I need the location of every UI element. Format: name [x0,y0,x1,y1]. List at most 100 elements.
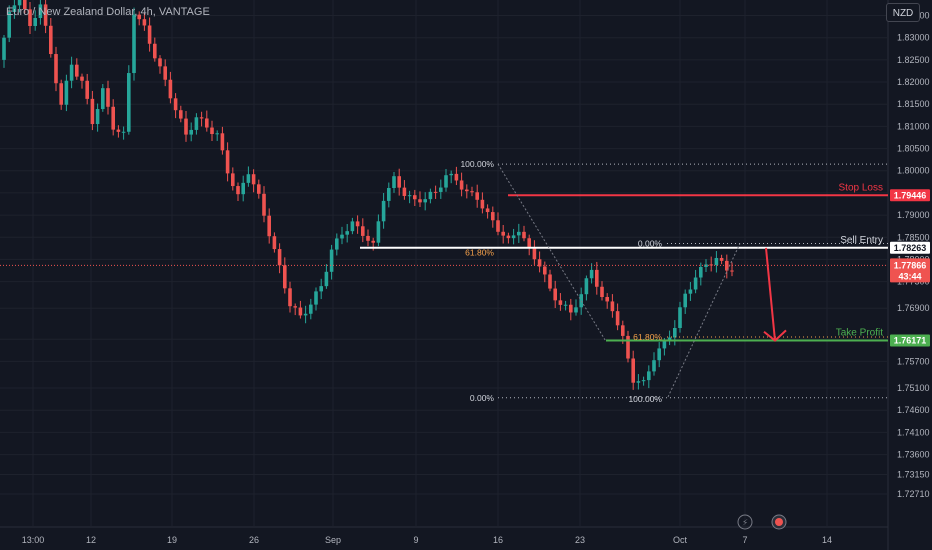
candle-body [610,301,615,312]
candle [345,224,349,243]
x-tick-label: 14 [822,535,832,545]
candle-body [106,88,110,107]
candle [329,244,334,280]
candle-body [449,173,453,176]
candle-body [657,348,661,361]
sell-entry-tag: 1.78263 [890,241,930,254]
candle-body [173,98,178,111]
candle [501,224,505,244]
candle-body [636,381,641,383]
price-axis[interactable]: 1.835001.830001.825001.820001.815001.810… [897,11,930,500]
lightning-icon[interactable] [737,514,753,530]
candle-body [288,288,292,307]
candle [459,172,464,197]
candle [454,166,459,186]
fib-left-100-label: 100.00% [460,159,494,169]
candle [293,303,297,316]
candle [205,110,209,132]
candle-body [147,25,152,44]
y-tick-label: 1.72710 [897,489,930,499]
candle [137,11,141,26]
candle-body [127,73,131,132]
candle-body [314,291,318,305]
candle-body [589,269,594,279]
fib-right-0-label: 0.00% [638,238,663,248]
candle [54,46,58,92]
candle-body [142,19,147,26]
candle-body [532,247,537,260]
candle-body [501,231,505,236]
candle [418,191,422,207]
y-tick-label: 1.73150 [897,470,930,480]
candle-body [111,106,115,130]
candle-body [33,18,37,26]
candle [80,73,84,89]
candle [324,264,329,289]
candle [361,218,365,243]
candle-body [59,83,63,105]
candle-body [199,117,204,119]
x-tick-label: Oct [673,535,688,545]
candle [407,190,412,204]
candle-body [621,325,625,336]
candle [366,229,370,247]
candle-body [231,173,235,187]
candle-body [75,64,79,77]
candle-body [688,289,693,294]
candle [647,365,651,389]
candle [33,10,37,31]
candle [220,126,225,155]
x-tick-label: 13:00 [22,535,45,545]
candle-body [257,184,261,194]
candle-body [350,221,355,232]
candle-body [714,257,719,266]
candle-body [683,293,687,308]
candle-body [537,259,542,267]
candle-body [459,180,464,190]
candle [605,293,609,309]
candle [38,0,43,25]
x-tick-label: 7 [742,535,747,545]
candle [111,99,115,136]
candle-body [225,150,230,174]
candle-body [506,235,511,239]
candle-body [522,231,526,239]
candle-body [298,307,303,316]
fib-right-618-label: 61.80% [633,332,662,342]
candle-body [23,0,27,10]
candle [595,261,599,295]
candle [563,300,568,311]
candle-body [569,304,573,313]
candle-body [647,371,651,381]
candle [496,212,500,236]
candle [413,189,417,207]
currency-button[interactable]: NZD [886,3,920,22]
candle-body [309,304,313,314]
candle [714,251,719,273]
candle [725,254,729,279]
chart-title: Euro / New Zealand Dollar, 4h, VANTAGE [6,6,210,18]
candle [709,256,713,272]
y-tick-label: 1.81000 [897,121,930,131]
globe-icon-center [775,518,783,526]
candle [241,175,245,202]
candle-body [303,313,308,316]
x-tick-label: 9 [413,535,418,545]
candle-body [189,129,193,135]
candle [12,0,17,19]
candle [558,293,563,311]
candle-body [153,43,157,59]
candle [95,103,100,132]
overlays: Stop Loss Sell Entry Take Profit 100.00% 61.… [0,159,888,404]
candle-body [361,226,365,236]
take-profit-tag-bg [890,334,930,347]
candle [610,294,615,318]
candle-body [480,199,485,209]
candle-body [7,12,11,38]
candle [28,2,32,34]
candle-body [574,307,578,313]
time-axis[interactable]: 13:00 12 19 26 Sep 9 16 23 Oct 7 14 [22,535,832,545]
candle-body [355,221,360,227]
